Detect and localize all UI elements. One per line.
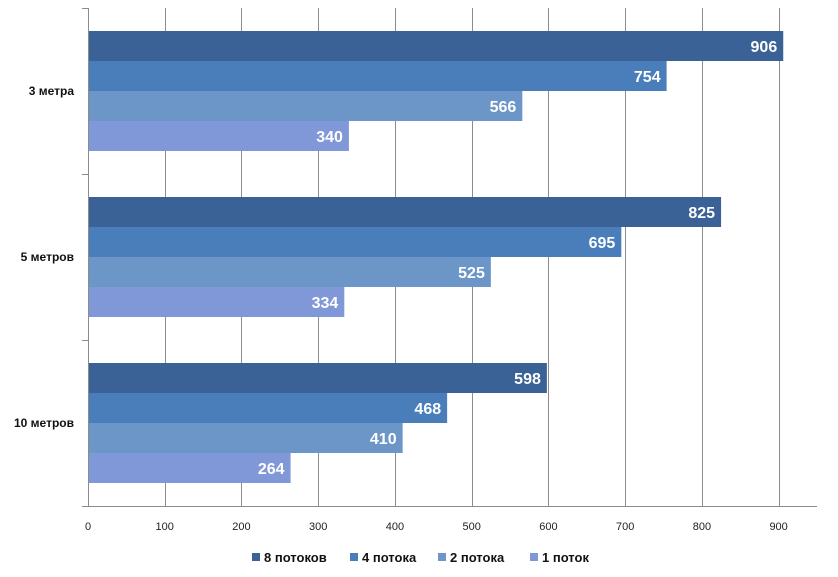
- bars: [88, 31, 784, 483]
- x-tick-label: 300: [309, 521, 327, 533]
- data-label: 598: [514, 371, 541, 388]
- data-label: 468: [414, 401, 441, 418]
- bar: [88, 287, 345, 317]
- x-tick-label: 800: [693, 521, 711, 533]
- bar: [88, 257, 491, 287]
- data-label: 525: [458, 265, 485, 282]
- legend-swatch: [350, 553, 358, 561]
- bar: [88, 363, 547, 393]
- x-tick-label: 500: [463, 521, 481, 533]
- data-label: 334: [312, 295, 339, 312]
- data-label: 906: [751, 39, 778, 56]
- data-label: 340: [316, 129, 343, 146]
- data-label: 695: [589, 235, 616, 252]
- legend-label: 1 поток: [542, 550, 589, 565]
- x-tick-label: 700: [616, 521, 634, 533]
- x-tick-label: 100: [156, 521, 174, 533]
- legend-swatch: [438, 553, 446, 561]
- data-label: 566: [490, 99, 517, 116]
- data-label: 754: [634, 69, 661, 86]
- x-tick-label: 600: [539, 521, 557, 533]
- data-label: 825: [688, 205, 715, 222]
- bar: [88, 227, 622, 257]
- data-label: 264: [258, 461, 285, 478]
- bar: [88, 31, 784, 61]
- legend-label: 4 потока: [362, 550, 417, 565]
- legend-swatch: [252, 553, 260, 561]
- bar: [88, 61, 667, 91]
- bar: [88, 393, 448, 423]
- bar: [88, 91, 523, 121]
- category-label: 10 метров: [14, 416, 74, 430]
- bar-labels: 906 754 566 340 825 695 525 334 598 468 410 264: [258, 39, 777, 478]
- x-tick-label: 900: [769, 521, 787, 533]
- bar: [88, 453, 291, 483]
- legend-label: 8 потоков: [264, 550, 327, 565]
- bar: [88, 423, 403, 453]
- bar: [88, 121, 349, 151]
- category-label: 5 метров: [21, 250, 74, 264]
- bar: [88, 197, 722, 227]
- x-tick-label: 0: [85, 521, 91, 533]
- category-label: 3 метра: [29, 84, 75, 98]
- legend: 8 потоков 4 потока 2 потока 1 поток: [252, 550, 589, 565]
- x-tick-label: 200: [232, 521, 250, 533]
- legend-swatch: [530, 553, 538, 561]
- legend-label: 2 потока: [450, 550, 505, 565]
- axes: 3 метра 5 метров 10 метров 0 100 200 300 400 500…: [14, 8, 817, 533]
- x-tick-label: 400: [386, 521, 404, 533]
- data-label: 410: [370, 431, 397, 448]
